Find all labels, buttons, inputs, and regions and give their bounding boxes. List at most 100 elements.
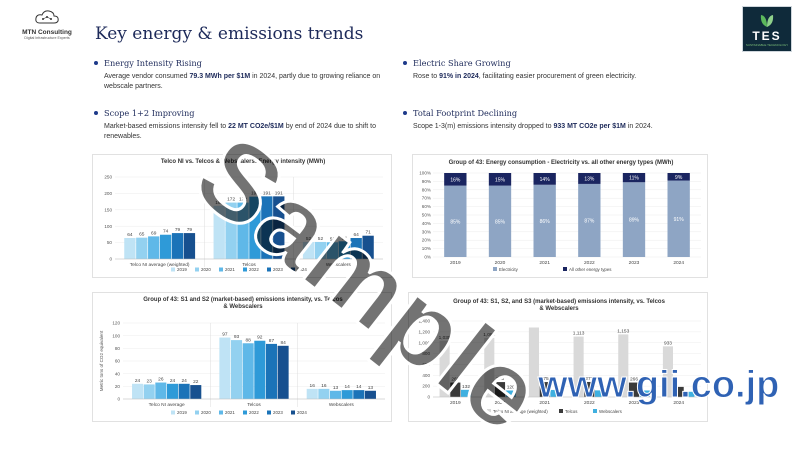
mtn-consulting-logo: MTN Consulting Digital Infrastructure Ex… xyxy=(12,8,82,52)
data-label: 16 xyxy=(310,383,316,389)
data-label: 1,113 xyxy=(573,331,585,337)
legend-swatch xyxy=(487,409,491,413)
data-label: 132 xyxy=(462,384,470,390)
x-category-label: Telcos xyxy=(247,402,261,408)
bar xyxy=(460,389,472,397)
x-category-label: 2020 xyxy=(495,400,506,406)
y-tick-label: 0 xyxy=(117,397,120,402)
legend-swatch xyxy=(559,409,563,413)
bar xyxy=(528,327,540,397)
bullet-text: in 2024, partly due to growing reliance … xyxy=(104,72,381,91)
bullet-highlight: 79.3 MWh per $1M xyxy=(189,72,251,80)
legend-swatch xyxy=(219,410,223,415)
data-label: 266 xyxy=(630,377,638,383)
legend-label: Telco NI average (weighted) xyxy=(493,409,548,414)
y-tick-label: 50 xyxy=(107,240,113,245)
x-category-label: 2021 xyxy=(539,260,550,266)
data-label: 13% xyxy=(584,176,595,182)
data-label: 191 xyxy=(263,190,271,196)
bar xyxy=(265,343,277,399)
legend-swatch xyxy=(219,267,223,272)
bar xyxy=(159,234,172,259)
bar-other-energy xyxy=(533,173,556,185)
legend-swatch xyxy=(267,267,271,272)
bar xyxy=(326,242,339,259)
bar xyxy=(684,391,695,397)
data-label: 13 xyxy=(368,385,374,391)
data-label: 71 xyxy=(365,230,371,236)
bar xyxy=(362,235,374,259)
bullet-heading: Electric Share Growing xyxy=(403,58,743,69)
legend-label: Telcos xyxy=(565,409,578,414)
bar xyxy=(353,390,365,399)
data-label: 16 xyxy=(321,383,327,389)
bar xyxy=(155,382,167,399)
legend-swatch xyxy=(291,410,295,415)
y-tick-label: 80 xyxy=(115,346,121,351)
bar xyxy=(662,346,674,397)
data-label: 84 xyxy=(280,340,286,346)
bar xyxy=(237,202,249,259)
y-tick-label: 0 xyxy=(109,257,112,262)
data-label: 13 xyxy=(333,385,339,391)
bullet-energy-intensity: Energy Intensity Rising Average vendor c… xyxy=(94,58,394,93)
y-tick-label: 400 xyxy=(422,373,430,378)
bar xyxy=(178,383,190,399)
data-label: 16% xyxy=(450,177,461,183)
legend-swatch xyxy=(171,410,175,415)
chart-title: Group of 43: S1 and S2 (market-based) em… xyxy=(143,297,343,303)
y-tick-label: 100 xyxy=(112,333,120,338)
legend-label: 2022 xyxy=(249,410,259,415)
legend-label: 2020 xyxy=(201,267,211,272)
bar xyxy=(242,343,254,399)
x-category-label: 2019 xyxy=(450,260,461,266)
bar xyxy=(249,196,261,259)
x-category-label: 2022 xyxy=(584,400,595,406)
x-category-label: Telcos xyxy=(242,262,256,268)
bullet-text: by end of 2024 due to shift to renewable… xyxy=(104,122,376,141)
data-label: 275 xyxy=(541,376,549,382)
bar xyxy=(318,388,330,399)
data-label: 97 xyxy=(222,332,228,338)
data-label: 54 xyxy=(342,235,348,241)
data-label: 266 xyxy=(451,377,459,383)
data-label: 64 xyxy=(127,232,133,238)
bar xyxy=(183,233,196,259)
bullet-text: in 2024. xyxy=(625,122,653,130)
legend-label: 2021 xyxy=(225,267,235,272)
chart-s1s2-intensity: Group of 43: S1 and S2 (market-based) em… xyxy=(92,292,392,422)
chart-title: Telco NI vs. Telcos & Webscalers: Energy… xyxy=(161,159,325,165)
bullet-heading: Energy Intensity Rising xyxy=(94,58,394,69)
legend-label: 2023 xyxy=(273,410,283,415)
bar xyxy=(273,196,285,259)
y-tick-label: 1,000 xyxy=(419,340,431,345)
bar xyxy=(594,390,606,397)
bar xyxy=(618,334,629,397)
data-label: 88 xyxy=(246,337,252,343)
x-category-label: 2023 xyxy=(629,400,640,406)
legend-swatch xyxy=(291,267,295,272)
bullet-highlight: 91% in 2024 xyxy=(439,72,479,80)
data-label: 87 xyxy=(269,338,275,344)
y-tick-label: 70% xyxy=(422,196,431,201)
bar xyxy=(329,390,342,399)
x-category-label: Webscalers xyxy=(326,262,352,268)
legend-swatch xyxy=(563,267,567,271)
y-tick-label: 40% xyxy=(422,221,431,226)
legend-label: Webscalers xyxy=(599,409,623,414)
y-tick-label: 40 xyxy=(115,371,121,376)
bullet-heading: Scope 1+2 Improving xyxy=(94,108,394,119)
data-label: 92 xyxy=(257,335,263,341)
bar xyxy=(148,236,160,259)
data-label: 1,088 xyxy=(483,332,495,338)
legend-swatch xyxy=(243,410,247,415)
data-label: 79 xyxy=(175,227,181,233)
bar xyxy=(261,196,273,259)
data-label: 191 xyxy=(275,190,283,196)
legend-label: 2019 xyxy=(177,267,187,272)
data-label: 162 xyxy=(215,200,223,206)
x-category-label: 2024 xyxy=(673,400,684,406)
legend-swatch xyxy=(171,267,175,272)
bar xyxy=(505,390,516,397)
y-tick-label: 90% xyxy=(422,179,431,184)
